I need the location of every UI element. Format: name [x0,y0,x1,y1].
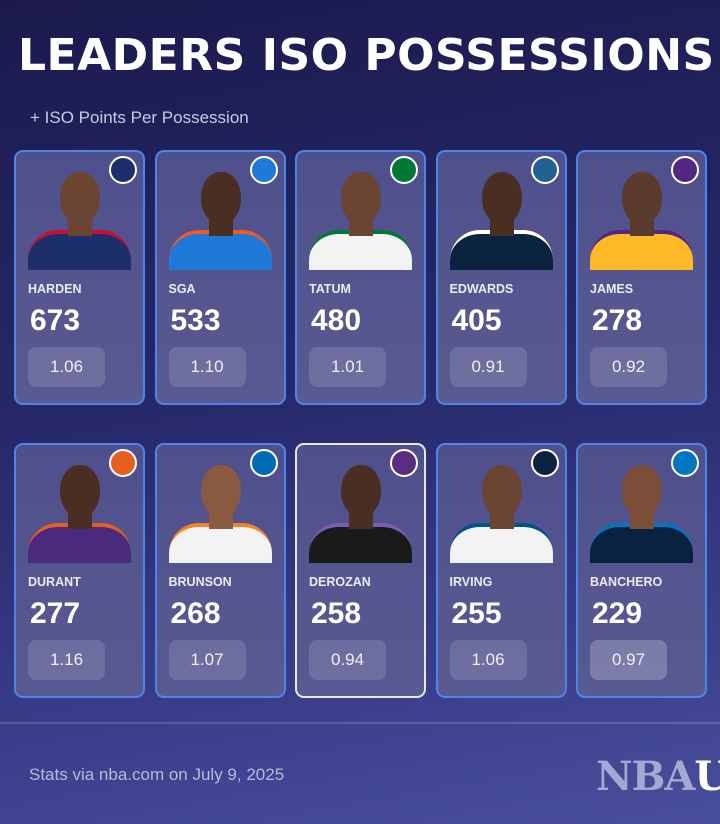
iso-possessions: 258 [311,597,362,630]
source-note: Stats via nba.com on July 9, 2025 [29,765,285,784]
nbau-logo: NBAU [596,753,720,800]
iso-possessions: 480 [311,304,362,337]
player-photo [590,166,693,270]
team-logo-icon [249,156,278,184]
player-card: EDWARDS 405 0.91 [435,150,567,405]
iso-possessions: 229 [592,597,643,630]
player-photo [309,166,412,270]
page-subtitle: + ISO Points Per Possession [30,108,249,127]
iso-possessions: 277 [30,597,81,630]
iso-ppp-badge: 0.94 [309,640,386,680]
player-name: HARDEN [28,282,82,296]
iso-possessions: 533 [170,304,221,337]
player-card: JAMES 278 0.92 [576,150,707,405]
player-name: JAMES [590,282,634,296]
team-logo-icon [390,449,418,477]
player-name: BANCHERO [590,575,663,589]
team-logo-icon [530,449,559,477]
player-name: DURANT [28,575,81,589]
player-card: TATUM 480 1.01 [295,150,426,405]
footer-divider [0,722,720,724]
team-logo-icon [109,449,137,477]
team-logo-icon [671,156,699,184]
player-name: SGA [168,282,196,296]
player-name: BRUNSON [168,575,232,589]
iso-possessions: 673 [30,304,81,337]
player-photo [449,166,553,270]
iso-ppp-badge: 1.16 [28,640,105,680]
player-photo [28,166,131,270]
iso-ppp-badge: 0.97 [590,640,667,680]
player-photo [168,459,272,563]
iso-ppp-badge: 1.07 [168,640,246,680]
iso-ppp-badge: 1.06 [449,640,527,680]
iso-ppp-badge: 1.06 [28,347,105,387]
player-card: SGA 533 1.10 [154,150,286,405]
iso-possessions: 268 [170,597,221,630]
player-card: BANCHERO 229 0.97 [576,443,707,698]
player-name: IRVING [449,575,493,589]
player-card: HARDEN 673 1.06 [14,150,145,405]
iso-possessions: 405 [451,304,502,337]
player-photo [28,459,131,563]
page-title: LEADERS ISO POSSESSIONS [18,30,715,81]
player-photo [449,459,553,563]
team-logo-icon [109,156,137,184]
iso-possessions: 255 [451,597,502,630]
player-photo [590,459,693,563]
player-card: DEROZAN 258 0.94 [295,443,426,698]
player-card: BRUNSON 268 1.07 [154,443,286,698]
iso-ppp-badge: 0.91 [449,347,527,387]
team-logo-icon [390,156,418,184]
iso-ppp-badge: 1.01 [309,347,386,387]
iso-possessions: 278 [592,304,643,337]
iso-ppp-badge: 1.10 [168,347,246,387]
team-logo-icon [671,449,699,477]
iso-ppp-badge: 0.92 [590,347,667,387]
player-name: TATUM [309,282,351,296]
player-name: EDWARDS [449,282,514,296]
player-name: DEROZAN [309,575,371,589]
player-card: IRVING 255 1.06 [435,443,567,698]
player-photo [168,166,272,270]
team-logo-icon [530,156,559,184]
player-card: DURANT 277 1.16 [14,443,145,698]
player-photo [309,459,412,563]
team-logo-icon [249,449,278,477]
